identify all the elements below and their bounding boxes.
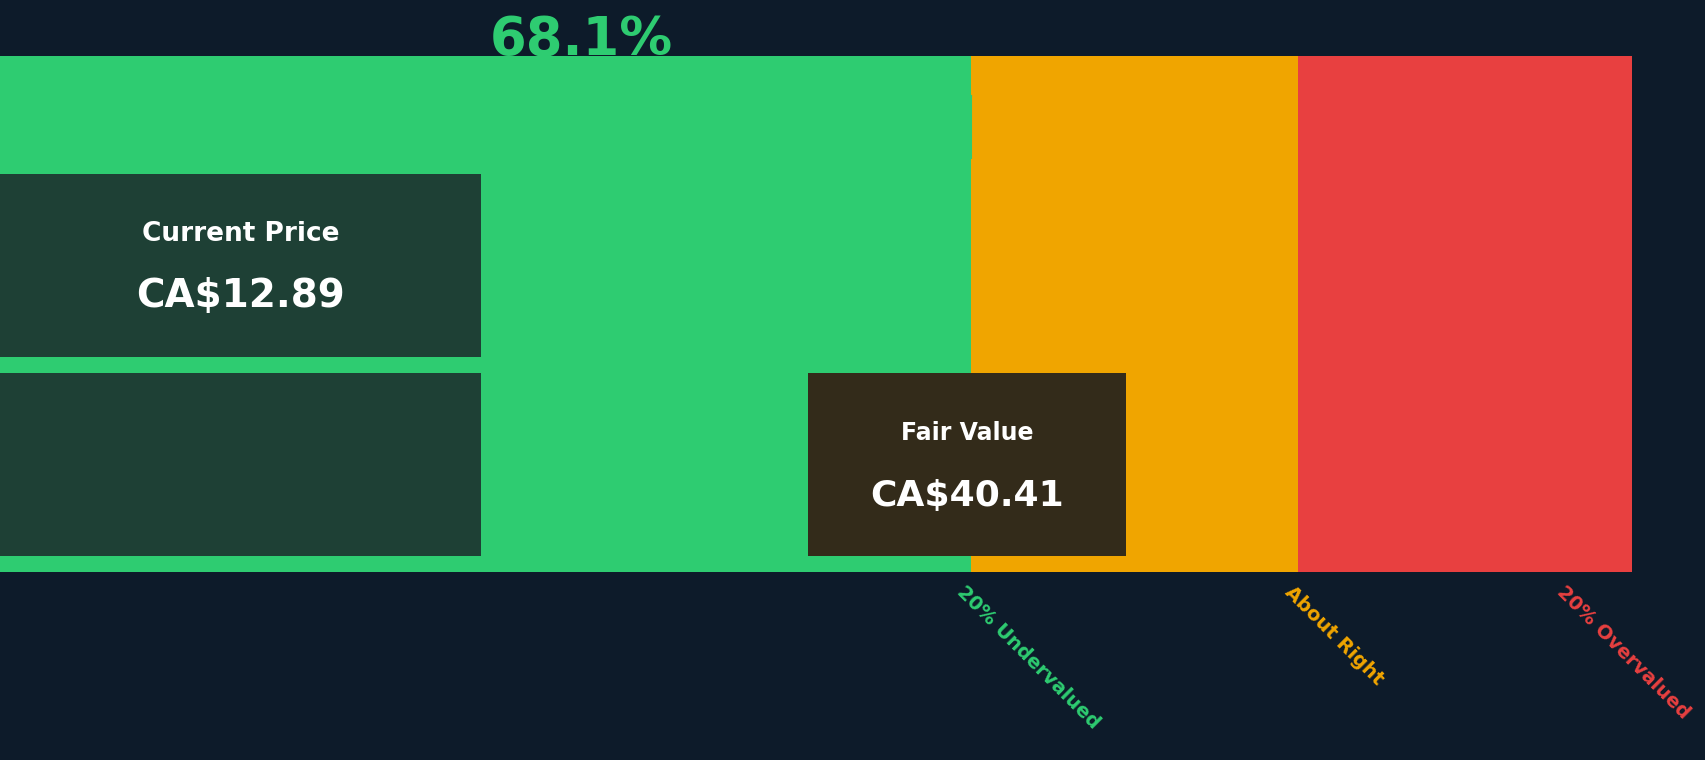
- Bar: [0, 174, 481, 357]
- Text: CA$12.89: CA$12.89: [136, 277, 344, 315]
- Bar: [0, 158, 970, 174]
- Bar: [1298, 556, 1632, 572]
- Text: 20% Overvalued: 20% Overvalued: [1553, 583, 1693, 723]
- Bar: [970, 373, 1298, 556]
- Bar: [970, 56, 1298, 158]
- Text: Current Price: Current Price: [142, 221, 339, 247]
- Bar: [0, 556, 970, 572]
- Text: 68.1%: 68.1%: [489, 14, 672, 66]
- Bar: [808, 373, 1125, 556]
- Bar: [1298, 158, 1632, 174]
- Bar: [970, 556, 1298, 572]
- Bar: [970, 357, 1298, 373]
- Bar: [0, 357, 970, 373]
- Text: CA$40.41: CA$40.41: [870, 479, 1064, 512]
- Text: Fair Value: Fair Value: [900, 421, 1033, 445]
- Bar: [0, 373, 481, 556]
- Bar: [970, 174, 1298, 357]
- Bar: [970, 158, 1298, 174]
- Bar: [0, 56, 970, 158]
- Bar: [1298, 373, 1632, 556]
- Bar: [1298, 174, 1632, 357]
- Bar: [1298, 357, 1632, 373]
- Text: About Right: About Right: [1280, 583, 1386, 689]
- Text: 20% Undervalued: 20% Undervalued: [951, 583, 1103, 733]
- Bar: [0, 174, 970, 357]
- Bar: [0, 373, 970, 556]
- Bar: [1298, 56, 1632, 158]
- Text: Undervalued: Undervalued: [489, 62, 667, 90]
